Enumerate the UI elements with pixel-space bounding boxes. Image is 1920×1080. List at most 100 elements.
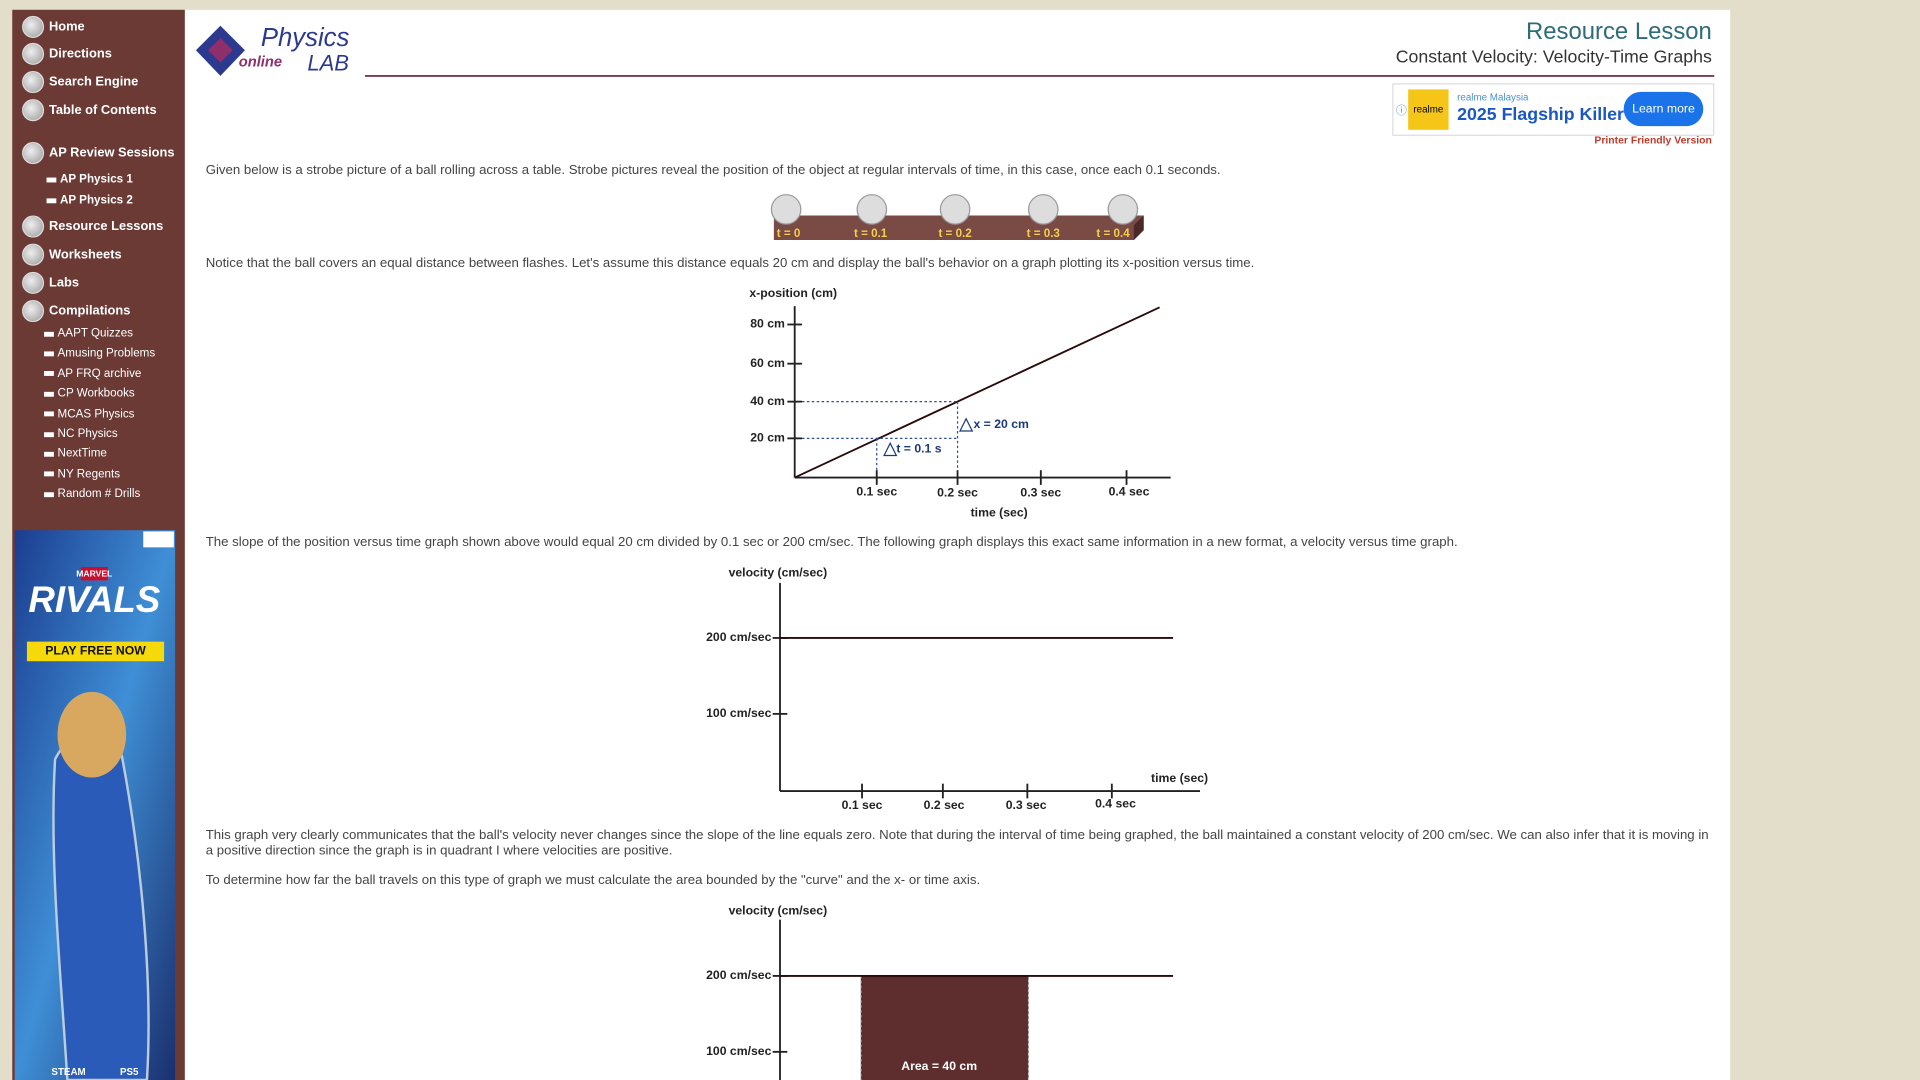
nav-sublink[interactable]: Random # Drills <box>44 488 140 501</box>
axis-label: velocity (cm/sec) <box>729 565 828 579</box>
tick-label: 0.1 sec <box>842 798 883 812</box>
logo-text: LAB <box>307 51 349 76</box>
tick-label: 0.4 sec <box>1095 797 1136 811</box>
side-ad[interactable]: MARVEL RIVALS PLAY FREE NOW STEAM PS5 <box>14 530 176 1080</box>
page-title: Resource Lesson <box>1526 18 1712 46</box>
nav-sublink[interactable]: AP Physics 1 <box>46 172 133 187</box>
nav-sublink[interactable]: NextTime <box>44 447 107 461</box>
nav-label: Home <box>48 19 85 35</box>
nav-sublink[interactable]: NY Regents <box>44 468 120 481</box>
strobe-picture: t = 0 t = 0.1 t = 0.2 t = 0.3 t = 0.4 <box>770 194 1144 241</box>
nav-label: NextTime <box>57 447 107 461</box>
axis-label: time (sec) <box>1151 771 1208 785</box>
tick-label: 40 cm <box>750 394 785 408</box>
tick-label: 200 cm/sec <box>706 630 772 644</box>
paragraph: Given below is a strobe picture of a bal… <box>205 162 1221 178</box>
ad-button[interactable]: Learn more <box>1623 91 1704 127</box>
nav-label: MCAS Physics <box>57 407 135 421</box>
nav-label: Compilations <box>48 303 131 319</box>
strobe-label: t = 0 <box>777 227 801 240</box>
nav-sublink[interactable]: MCAS Physics <box>44 407 135 421</box>
nav-sublink[interactable]: NC Physics <box>44 427 118 441</box>
tick-label: 0.4 sec <box>1109 484 1150 498</box>
tick-label: 0.1 sec <box>856 484 897 498</box>
logo-text: online <box>239 54 282 70</box>
top-ad[interactable]: realme realme Malaysia 2025 Flagship Kil… <box>1392 83 1715 136</box>
page-subtitle: Constant Velocity: Velocity-Time Graphs <box>1395 47 1712 68</box>
nav-sublink[interactable]: CP Workbooks <box>44 387 135 401</box>
nav-link[interactable]: Labs <box>22 271 79 295</box>
tick-label: 0.3 sec <box>1020 486 1061 500</box>
nav-sublink[interactable]: AP Physics 2 <box>46 193 133 207</box>
ad-cta: PLAY FREE NOW <box>45 644 146 658</box>
tick-label: 0.2 sec <box>937 486 978 500</box>
ad-close[interactable]: ⓘ <box>1395 104 1407 117</box>
nav-link[interactable]: Home <box>22 15 85 39</box>
logo-text: Physics <box>261 24 350 52</box>
area-label: Area = 40 cm <box>901 1059 977 1073</box>
strobe-label: t = 0.2 <box>938 227 971 240</box>
nav-link[interactable]: Search Engine <box>22 70 138 94</box>
position-graph: x-position (cm) 80 cm 60 cm 40 cm 20 cm … <box>749 286 1171 519</box>
ad-title: RIVALS <box>28 579 160 620</box>
nav-link[interactable]: Resource Lessons <box>22 214 163 238</box>
ad-platform: PS5 <box>120 1067 139 1078</box>
ad-platform: STEAM <box>51 1067 85 1078</box>
nav-label: AP Review Sessions <box>48 145 175 161</box>
nav-label: Table of Contents <box>48 102 157 118</box>
nav-label: Amusing Problems <box>57 347 156 361</box>
ad-logo: realme <box>1408 89 1449 130</box>
nav-label: AP Physics 1 <box>60 172 133 187</box>
nav-label: Worksheets <box>48 247 122 263</box>
strobe-label: t = 0.3 <box>1027 227 1061 240</box>
nav-link[interactable]: AP Review Sessions <box>22 141 175 165</box>
tick-label: 80 cm <box>750 317 785 331</box>
nav-sublink[interactable]: AP FRQ archive <box>44 367 142 381</box>
axis-label: velocity (cm/sec) <box>729 903 828 917</box>
nav-icon <box>22 243 45 266</box>
nav-label: Random # Drills <box>57 487 141 502</box>
tick-label: 200 cm/sec <box>706 968 772 982</box>
nav-link[interactable]: Worksheets <box>22 242 122 266</box>
logo[interactable]: Physics online LAB <box>195 24 350 76</box>
tick-label: 0.3 sec <box>1006 798 1047 812</box>
nav-icon <box>22 42 45 65</box>
ad-brand: MARVEL <box>76 569 112 579</box>
nav-link[interactable]: Directions <box>22 42 112 66</box>
nav-sublink[interactable]: AAPT Quizzes <box>44 327 133 340</box>
tick-label: 60 cm <box>750 356 785 370</box>
nav-icon <box>22 142 45 165</box>
nav-label: AP FRQ archive <box>57 367 142 381</box>
axis-label: time (sec) <box>971 505 1028 519</box>
nav-link[interactable]: Compilations <box>22 299 130 323</box>
nav-sublink[interactable]: Amusing Problems <box>44 347 155 360</box>
tick-label: 100 cm/sec <box>706 1044 772 1058</box>
axis-label: x-position (cm) <box>749 286 837 300</box>
nav-label: NY Regents <box>57 467 121 481</box>
strobe-label: t = 0.4 <box>1096 227 1130 240</box>
nav-label: CP Workbooks <box>57 387 135 401</box>
nav-label: AAPT Quizzes <box>57 326 133 341</box>
nav-icon <box>22 99 45 122</box>
nav-link[interactable]: Table of Contents <box>22 98 157 122</box>
tick-label: 100 cm/sec <box>706 706 772 720</box>
nav-icon <box>22 15 45 38</box>
paragraph: The slope of the position versus time gr… <box>205 535 1458 550</box>
area-graph: velocity (cm/sec) 200 cm/sec 100 cm/sec … <box>706 903 1174 1080</box>
nav-icon <box>22 215 45 238</box>
paragraph: To determine how far the ball travels on… <box>205 873 981 888</box>
annotation: x = 20 cm <box>973 417 1029 431</box>
nav-label: Labs <box>48 275 79 291</box>
paragraph: This graph very clearly communicates tha… <box>205 827 1709 858</box>
nav-icon <box>22 71 45 94</box>
printer-link[interactable]: Printer Friendly Version <box>1594 133 1712 146</box>
tick-label: 0.2 sec <box>924 798 965 812</box>
nav-label: NC Physics <box>57 427 118 441</box>
nav-label: Resource Lessons <box>48 219 164 234</box>
nav-label: AP Physics 2 <box>60 193 133 207</box>
nav-label: Search Engine <box>48 74 139 90</box>
annotation: t = 0.1 s <box>896 442 941 456</box>
velocity-graph: velocity (cm/sec) 200 cm/sec 100 cm/sec … <box>706 565 1208 812</box>
